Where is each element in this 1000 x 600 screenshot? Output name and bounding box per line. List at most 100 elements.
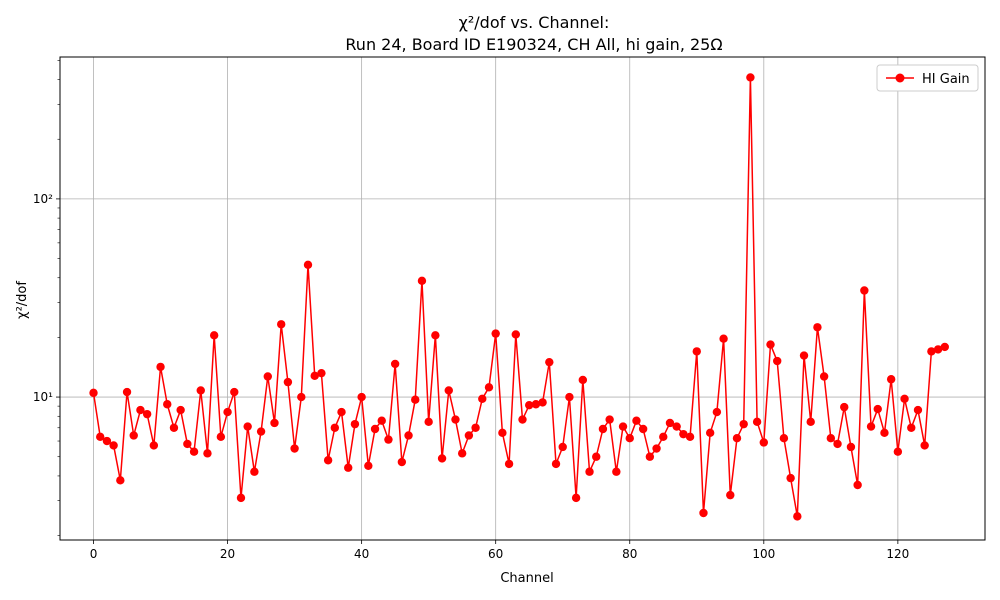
data-point bbox=[793, 512, 802, 521]
data-point bbox=[357, 392, 366, 402]
data-point bbox=[853, 480, 862, 490]
data-point bbox=[873, 404, 882, 414]
data-point bbox=[478, 394, 487, 404]
data-point bbox=[907, 423, 916, 432]
grid bbox=[60, 57, 985, 540]
data-point bbox=[538, 398, 547, 407]
data-point bbox=[699, 508, 708, 518]
data-point bbox=[645, 452, 655, 461]
data-point bbox=[451, 415, 460, 424]
data-point bbox=[659, 432, 668, 442]
legend-marker bbox=[895, 73, 905, 83]
data-point bbox=[940, 342, 949, 352]
data-point bbox=[350, 419, 360, 429]
data-point bbox=[163, 400, 172, 409]
data-point bbox=[746, 73, 755, 82]
data-point bbox=[142, 409, 152, 419]
data-point bbox=[203, 449, 212, 458]
data-point bbox=[236, 493, 246, 503]
data-point bbox=[169, 423, 179, 432]
data-point bbox=[545, 357, 554, 367]
data-point bbox=[773, 356, 782, 366]
data-point bbox=[464, 431, 474, 440]
data-point bbox=[136, 405, 145, 415]
data-point bbox=[806, 417, 815, 427]
data-point bbox=[840, 402, 849, 412]
data-point bbox=[250, 467, 259, 476]
data-point bbox=[665, 418, 675, 428]
data-point bbox=[437, 454, 447, 463]
data-point bbox=[297, 392, 306, 402]
data-point bbox=[431, 331, 440, 340]
data-point bbox=[263, 372, 272, 381]
data-point bbox=[397, 457, 407, 467]
data-point bbox=[578, 375, 588, 385]
data-point bbox=[122, 387, 132, 397]
data-point bbox=[102, 436, 112, 446]
data-point bbox=[370, 424, 380, 434]
data-point bbox=[920, 441, 929, 450]
data-point bbox=[303, 260, 313, 269]
data-point bbox=[605, 415, 614, 424]
data-point bbox=[813, 323, 822, 332]
data-point bbox=[390, 359, 400, 369]
data-point bbox=[786, 473, 795, 483]
data-point bbox=[531, 400, 541, 409]
data-point bbox=[913, 405, 923, 415]
data-point bbox=[766, 340, 775, 349]
data-point bbox=[196, 386, 205, 395]
data-point bbox=[344, 463, 353, 472]
data-point bbox=[109, 441, 118, 450]
data-point bbox=[585, 467, 594, 476]
data-point bbox=[377, 416, 386, 425]
y-tick-label: 10¹ bbox=[33, 390, 53, 404]
data-point bbox=[149, 441, 159, 450]
data-point bbox=[116, 476, 125, 485]
data-point bbox=[893, 447, 903, 456]
data-point bbox=[511, 330, 520, 339]
data-point bbox=[866, 422, 876, 431]
data-point bbox=[705, 428, 715, 438]
data-point bbox=[183, 439, 192, 449]
data-point bbox=[444, 386, 453, 395]
x-tick-label: 100 bbox=[752, 547, 775, 561]
data-point bbox=[799, 351, 809, 360]
data-point bbox=[886, 375, 896, 384]
data-point bbox=[571, 493, 581, 503]
legend-label: HI Gain bbox=[922, 72, 970, 87]
axis-ticks: 0 20 40 60 80 100 120 10¹ 10² bbox=[33, 60, 909, 561]
data-point bbox=[330, 423, 340, 432]
data-point bbox=[625, 434, 634, 443]
data-point bbox=[652, 444, 661, 453]
data-point bbox=[598, 424, 608, 434]
data-point bbox=[612, 467, 621, 476]
x-tick-label: 80 bbox=[622, 547, 637, 561]
legend-box bbox=[876, 64, 979, 92]
x-tick-label: 120 bbox=[886, 547, 909, 561]
data-point bbox=[310, 371, 319, 381]
data-point bbox=[712, 407, 722, 417]
data-point bbox=[518, 415, 527, 424]
data-point bbox=[833, 439, 842, 449]
data-point bbox=[638, 424, 648, 434]
x-tick-label: 20 bbox=[220, 547, 235, 561]
data-point bbox=[484, 383, 494, 392]
data-point bbox=[565, 392, 574, 402]
data-point bbox=[491, 329, 500, 338]
data-point bbox=[819, 372, 829, 381]
data-point bbox=[732, 434, 742, 443]
data-point bbox=[860, 286, 869, 295]
data-point bbox=[384, 435, 393, 444]
data-point bbox=[719, 334, 728, 343]
data-point bbox=[216, 432, 226, 442]
legend: HI Gain bbox=[876, 64, 979, 92]
data-point bbox=[779, 434, 789, 443]
data-point bbox=[283, 377, 293, 387]
data-point bbox=[424, 417, 433, 427]
data-point bbox=[551, 459, 561, 469]
data-point bbox=[846, 442, 856, 452]
data-point bbox=[317, 368, 326, 378]
y-axis-label: χ²/dof bbox=[15, 281, 30, 319]
data-point bbox=[632, 416, 641, 425]
data-point bbox=[927, 347, 936, 356]
